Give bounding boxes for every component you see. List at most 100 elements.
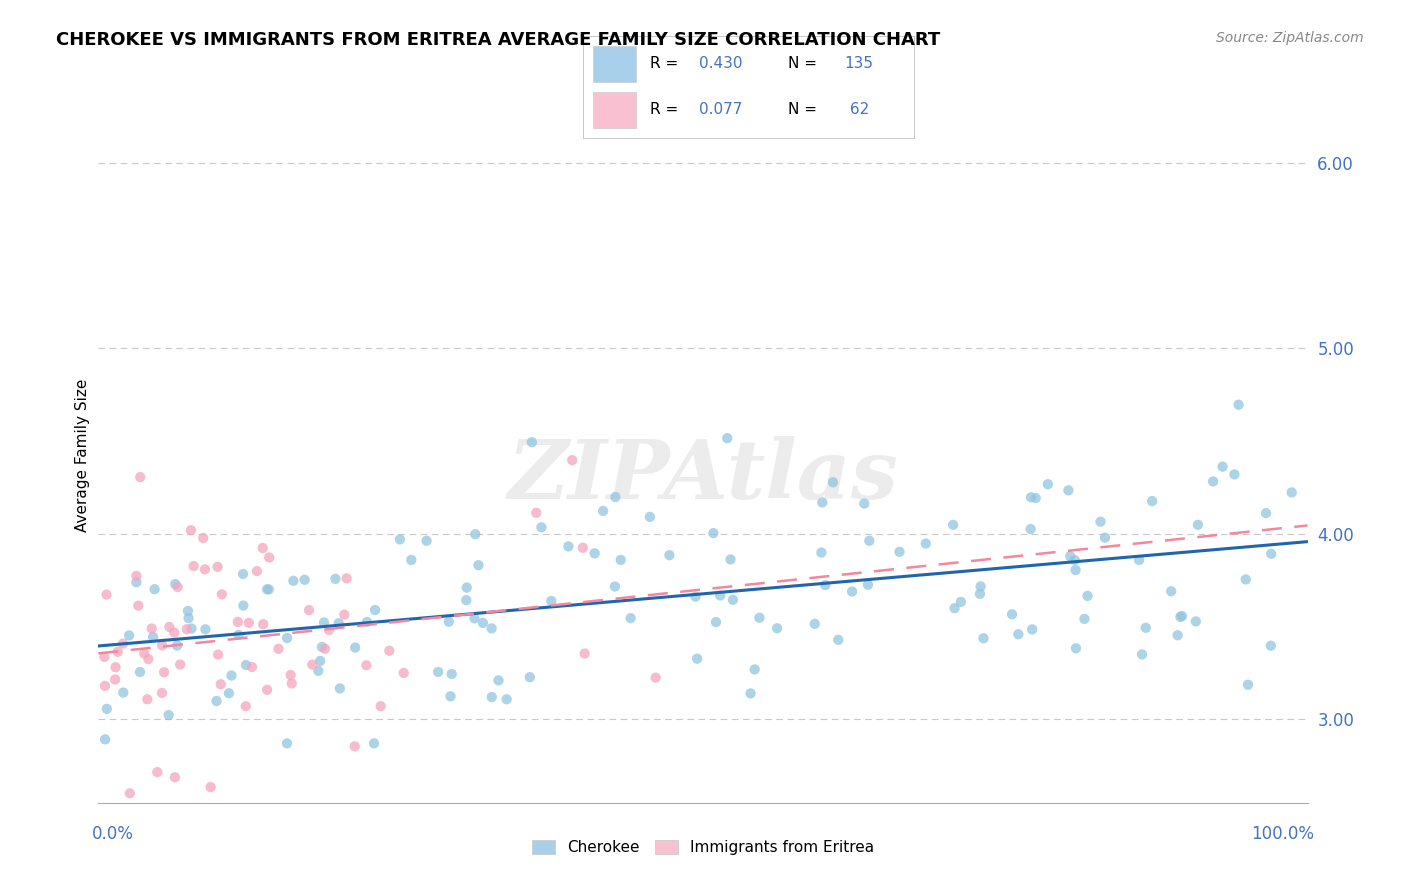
Point (704, 615, 727, 629)
Point (638, 509, 661, 524)
Point (858, 533, 880, 548)
Point (1073, 612, 1095, 626)
Point (803, 616, 825, 631)
Text: 0.430: 0.430 (699, 56, 742, 70)
Point (283, 574, 305, 588)
Point (325, 572, 347, 586)
Text: ZIPAtlas: ZIPAtlas (508, 436, 898, 516)
Point (180, 523, 202, 537)
Point (720, 552, 742, 566)
Point (456, 581, 478, 595)
Point (1128, 553, 1150, 567)
Point (301, 657, 323, 672)
Point (276, 736, 298, 750)
Text: N =: N = (789, 56, 823, 70)
Point (356, 615, 378, 629)
Y-axis label: Average Family Size: Average Family Size (75, 378, 90, 532)
Point (309, 654, 332, 668)
Point (312, 615, 335, 630)
Point (889, 545, 911, 559)
Text: Source: ZipAtlas.com: Source: ZipAtlas.com (1216, 31, 1364, 45)
Point (180, 622, 202, 636)
Point (415, 533, 437, 548)
Point (571, 541, 593, 555)
Point (163, 625, 186, 640)
Point (973, 632, 995, 646)
Point (456, 593, 478, 607)
Point (136, 652, 159, 666)
Point (318, 623, 340, 637)
Point (96, 588, 118, 602)
Point (603, 580, 626, 594)
Point (363, 736, 385, 750)
Point (232, 567, 254, 582)
Point (1090, 515, 1112, 529)
Point (169, 657, 191, 672)
Point (1140, 494, 1163, 508)
Point (238, 615, 260, 630)
Point (343, 739, 366, 754)
Text: R =: R = (650, 56, 683, 70)
Point (811, 495, 834, 509)
Point (200, 780, 222, 794)
Point (1064, 641, 1087, 656)
Point (378, 644, 401, 658)
Point (246, 564, 269, 578)
Point (218, 686, 240, 700)
Point (344, 640, 367, 655)
Point (1007, 627, 1029, 641)
Point (1227, 398, 1250, 412)
Text: N =: N = (789, 102, 823, 117)
Point (150, 686, 173, 700)
Point (252, 541, 274, 555)
Point (561, 453, 583, 467)
Point (583, 546, 606, 560)
Point (157, 620, 180, 634)
Point (141, 622, 163, 636)
Point (658, 548, 681, 562)
Point (524, 506, 547, 520)
Point (294, 573, 316, 587)
Point (136, 692, 159, 706)
Point (235, 699, 257, 714)
Point (540, 594, 562, 608)
Point (1063, 553, 1085, 567)
Point (463, 611, 485, 625)
Text: 0.077: 0.077 (699, 102, 742, 117)
Point (392, 665, 415, 680)
Point (166, 580, 188, 594)
Point (356, 658, 378, 673)
Point (209, 677, 232, 691)
Point (194, 623, 217, 637)
Point (1223, 467, 1246, 482)
Point (969, 579, 991, 593)
Point (766, 621, 789, 635)
Point (1094, 531, 1116, 545)
Point (280, 668, 302, 682)
Point (364, 603, 387, 617)
Point (702, 526, 724, 541)
Point (821, 475, 844, 490)
Point (252, 617, 274, 632)
Point (165, 577, 187, 591)
Point (207, 559, 229, 574)
Point (118, 786, 141, 800)
Point (276, 631, 298, 645)
Point (1171, 609, 1194, 624)
Point (439, 690, 461, 704)
Point (256, 582, 278, 597)
Point (163, 770, 186, 784)
Point (256, 682, 278, 697)
Text: 62: 62 (845, 102, 869, 117)
Point (471, 615, 494, 630)
Point (153, 665, 176, 680)
FancyBboxPatch shape (593, 92, 637, 128)
Point (1202, 475, 1225, 489)
Point (716, 431, 738, 445)
Point (709, 589, 731, 603)
Point (112, 685, 135, 699)
Point (530, 520, 553, 534)
Text: CHEROKEE VS IMMIGRANTS FROM ERITREA AVERAGE FAMILY SIZE CORRELATION CHART: CHEROKEE VS IMMIGRANTS FROM ERITREA AVER… (56, 31, 941, 49)
Point (467, 558, 489, 573)
Point (1234, 573, 1257, 587)
